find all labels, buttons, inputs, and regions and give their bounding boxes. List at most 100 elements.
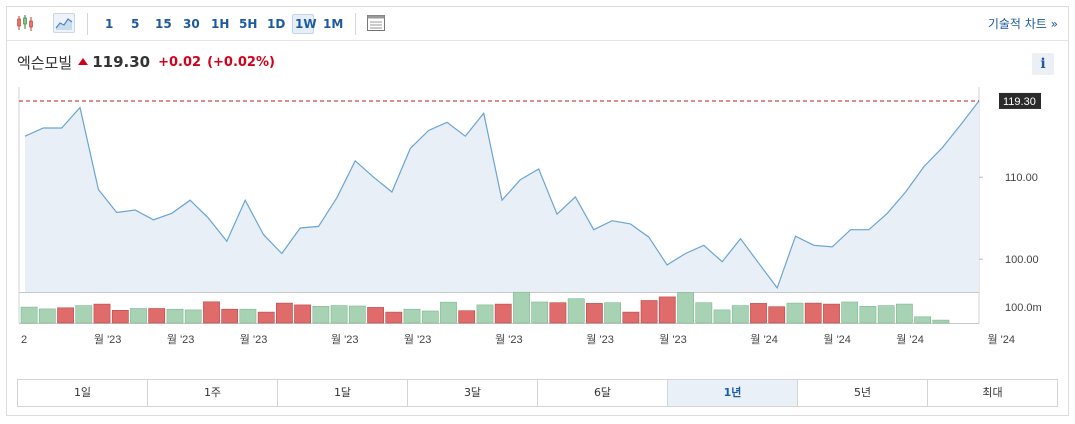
volume-bar: [403, 308, 421, 324]
volume-bar: [585, 303, 603, 324]
interval-1m-button[interactable]: 1M: [323, 17, 344, 31]
area-chart-icon[interactable]: [53, 13, 75, 33]
x-tick-label: 월 '23: [94, 333, 122, 346]
range-button[interactable]: 최대: [982, 386, 1003, 399]
interval-30-button[interactable]: 30: [183, 17, 200, 31]
volume-bar: [914, 316, 932, 324]
range-button[interactable]: 1달: [278, 380, 408, 406]
volume-bar: [823, 303, 840, 324]
interval-1d-button[interactable]: 1D: [267, 17, 286, 31]
x-tick-label: 월 '23: [659, 333, 687, 346]
volume-bar: [440, 301, 457, 324]
price-change-percent: (+0.02%): [207, 54, 275, 70]
quote-header: 엑슨모빌 119.30 +0.02 (+0.02%): [17, 51, 281, 73]
volume-bar: [768, 306, 786, 324]
interval-1h-button[interactable]: 1H: [211, 17, 230, 31]
x-tick-label: 월 '24: [988, 333, 1016, 346]
time-range-selector: 1일 1주 1달 3달 6달 1년 5년 최대: [17, 379, 1058, 407]
technical-chart-link[interactable]: 기술적 차트 »: [987, 17, 1058, 31]
y-tick-label: 110.00: [1005, 172, 1038, 184]
current-price-label-box: [999, 92, 1041, 109]
volume-bar: [859, 305, 877, 324]
volume-bar: [330, 305, 348, 324]
interval-15-button[interactable]: 15: [155, 17, 172, 31]
volume-bar: [184, 309, 202, 324]
volume-bar: [804, 302, 822, 324]
volume-tick-label: 100.0m: [1005, 302, 1042, 314]
volume-bar: [312, 305, 330, 324]
range-button[interactable]: 1년: [668, 380, 798, 406]
info-icon[interactable]: i: [1032, 53, 1054, 75]
chart-toolbar: 1 5 15 30 1H 5H 1D 1W 1M 기술적 차트 »: [7, 7, 1068, 41]
interval-1-button[interactable]: 1: [105, 17, 114, 31]
x-tick-label: 월 '23: [586, 333, 614, 346]
volume-bar: [257, 311, 275, 324]
volume-bar: [348, 305, 366, 324]
x-tick-label: 월 '23: [167, 333, 195, 346]
volume-bar: [513, 291, 530, 324]
volume-bar: [877, 305, 895, 324]
volume-bar: [458, 310, 476, 324]
range-button[interactable]: 1주: [148, 380, 278, 406]
volume-bar: [166, 308, 184, 324]
x-tick-label: 월 '24: [823, 333, 851, 346]
price-area-fill: [25, 100, 979, 293]
volume-bar: [367, 307, 385, 324]
current-price-label: 119.30: [1003, 96, 1036, 108]
volume-bar: [567, 298, 585, 324]
x-tick-label: 월 '23: [495, 333, 523, 346]
candlestick-chart-icon[interactable]: [15, 13, 37, 33]
volume-bar: [203, 301, 220, 324]
interval-5h-button[interactable]: 5H: [239, 17, 258, 31]
interval-5-button[interactable]: 5: [131, 17, 140, 31]
volume-bar: [731, 305, 749, 324]
volume-bar: [677, 292, 695, 324]
volume-bar: [385, 311, 403, 324]
chart-widget: 1 5 15 30 1H 5H 1D 1W 1M 기술적 차트 » 엑슨모빌 119.30 +0…: [6, 6, 1069, 416]
volume-bar: [604, 302, 622, 324]
volume-bar: [658, 296, 676, 324]
volume-bar: [786, 302, 804, 324]
volume-bar: [549, 302, 567, 324]
volume-bar: [895, 303, 913, 324]
volume-bar: [57, 307, 75, 324]
x-tick-label: 2: [21, 334, 27, 346]
volume-bar: [275, 302, 293, 324]
toolbar-divider: [87, 13, 88, 35]
range-button[interactable]: 3달: [408, 380, 538, 406]
x-tick-label: 월 '23: [240, 333, 268, 346]
instrument-name: 엑슨모빌: [17, 53, 73, 72]
volume-bar: [239, 308, 257, 324]
volume-bar: [622, 311, 640, 324]
interval-1w-button[interactable]: 1W: [292, 14, 317, 34]
volume-bar: [148, 308, 166, 324]
volume-bar: [640, 300, 658, 324]
last-price: 119.30: [92, 53, 151, 71]
volume-bar: [294, 304, 312, 324]
x-tick-label: 월 '24: [750, 333, 778, 346]
volume-bar: [130, 308, 147, 324]
price-series-line: [24, 100, 980, 290]
range-button[interactable]: 6달: [538, 380, 668, 406]
volume-bar: [494, 303, 512, 324]
volume-bar: [713, 309, 731, 324]
x-tick-label: 월 '23: [331, 333, 359, 346]
volume-bar: [111, 309, 129, 324]
y-tick-label: 100.00: [1005, 254, 1039, 266]
price-up-arrow-icon: [78, 57, 89, 65]
price-chart: 110.00100.00Investing.com119.30100.0m2월 …: [18, 87, 1042, 346]
volume-bar: [531, 301, 549, 324]
volume-bar: [695, 302, 713, 324]
volume-bar: [750, 303, 767, 324]
volume-bar: [841, 301, 859, 324]
range-button[interactable]: 5년: [798, 380, 928, 406]
volume-bar: [421, 310, 439, 324]
range-button[interactable]: 1일: [18, 380, 148, 406]
data-table-icon[interactable]: [365, 13, 387, 33]
volume-bar: [932, 319, 950, 324]
price-change: +0.02: [158, 54, 202, 70]
volume-bar: [75, 305, 93, 324]
volume-bar: [20, 306, 38, 324]
volume-bar: [38, 308, 56, 324]
volume-bar: [221, 308, 239, 324]
